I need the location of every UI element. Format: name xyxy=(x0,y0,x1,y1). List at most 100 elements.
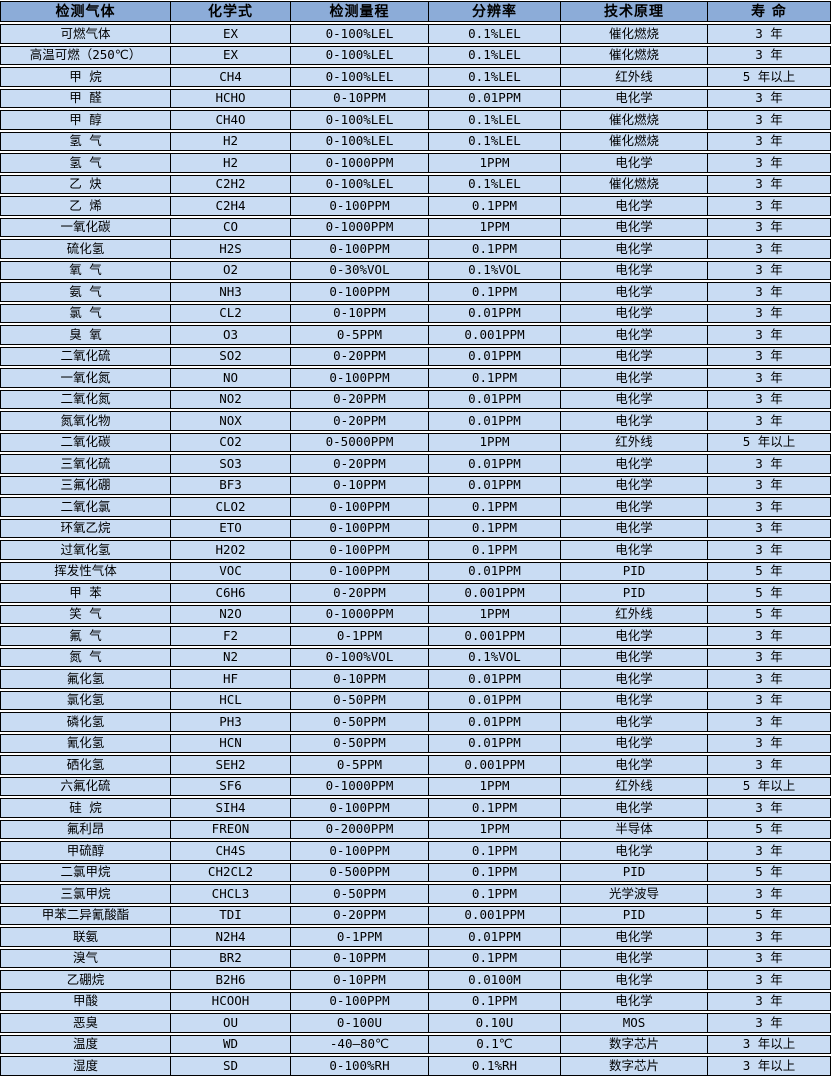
cell-gas-name: 笑 气 xyxy=(69,606,102,621)
cell-gas-name: 甲苯二异氰酸酯 xyxy=(41,907,130,922)
cell-lifespan: 3 年 xyxy=(707,240,830,258)
cell-lifespan: 5 年以上 xyxy=(707,777,830,795)
cell-lifespan: 3 年 xyxy=(707,670,830,688)
cell-resolution: 0.1PPM xyxy=(428,885,560,903)
cell-lifespan: 5 年以上 xyxy=(707,68,830,86)
cell-detection-range: 0-100PPM xyxy=(290,992,428,1010)
cell-chemical-formula: VOC xyxy=(170,562,290,580)
cell-resolution: 0.01PPM xyxy=(428,89,560,107)
cell-tech-principle: 电化学 xyxy=(560,283,707,301)
table-row: 六氟化硫 SF6 0-1000PPM 1PPM 红外线 5 年以上 xyxy=(0,776,831,796)
cell-resolution: 0.0100M xyxy=(428,971,560,989)
cell-resolution: 1PPM xyxy=(428,820,560,838)
cell-lifespan: 3 年 xyxy=(707,455,830,473)
cell-resolution: 0.001PPM xyxy=(428,906,560,924)
column-header-1: 化学式 xyxy=(170,2,290,21)
cell-lifespan: 3 年 xyxy=(707,111,830,129)
cell-resolution: 1PPM xyxy=(428,605,560,623)
cell-gas-name: 甲硫醇 xyxy=(66,842,105,858)
cell-gas-name: 氮氧化物 xyxy=(60,412,111,428)
cell-tech-principle: PID xyxy=(560,562,707,580)
cell-tech-principle: 电化学 xyxy=(560,89,707,107)
cell-chemical-formula: N2O xyxy=(170,605,290,623)
cell-detection-range: 0-100PPM xyxy=(290,240,428,258)
cell-detection-range: 0-5PPM xyxy=(290,326,428,344)
table-row: 高温可燃（250℃） EX 0-100%LEL 0.1%LEL 催化燃烧 3 年 xyxy=(0,45,831,65)
cell-detection-range: 0-50PPM xyxy=(290,691,428,709)
table-row: 甲 醛 HCHO 0-10PPM 0.01PPM 电化学 3 年 xyxy=(0,88,831,108)
cell-chemical-formula: CH4 xyxy=(170,68,290,86)
cell-resolution: 0.1%VOL xyxy=(428,648,560,666)
cell-detection-range: 0-100%LEL xyxy=(290,175,428,193)
cell-gas-name: 高温可燃（250℃） xyxy=(29,47,142,62)
cell-tech-principle: 数字芯片 xyxy=(560,1057,707,1075)
table-row: 可燃气体 EX 0-100%LEL 0.1%LEL 催化燃烧 3 年 xyxy=(0,24,831,44)
cell-chemical-formula: EX xyxy=(170,25,290,43)
cell-chemical-formula: BR2 xyxy=(170,949,290,967)
cell-lifespan: 3 年 xyxy=(707,928,830,946)
cell-lifespan: 3 年 xyxy=(707,541,830,559)
cell-tech-principle: 电化学 xyxy=(560,455,707,473)
cell-lifespan: 5 年 xyxy=(707,906,830,924)
cell-chemical-formula: HCHO xyxy=(170,89,290,107)
table-row: 氟化氢 HF 0-10PPM 0.01PPM 电化学 3 年 xyxy=(0,669,831,689)
cell-lifespan: 3 年 xyxy=(707,691,830,709)
cell-lifespan: 3 年 xyxy=(707,885,830,903)
cell-lifespan: 5 年 xyxy=(707,562,830,580)
cell-resolution: 0.10U xyxy=(428,1014,560,1032)
cell-lifespan: 3 年 xyxy=(707,154,830,172)
cell-lifespan: 3 年 xyxy=(707,283,830,301)
table-row: 甲 醇 CH4O 0-100%LEL 0.1%LEL 催化燃烧 3 年 xyxy=(0,110,831,130)
table-row: 氟利昂 FREON 0-2000PPM 1PPM 半导体 5 年 xyxy=(0,819,831,839)
cell-tech-principle: 半导体 xyxy=(560,820,707,838)
cell-resolution: 0.1PPM xyxy=(428,197,560,215)
cell-resolution: 0.01PPM xyxy=(428,670,560,688)
cell-detection-range: 0-10PPM xyxy=(290,476,428,494)
table-row: 甲 苯 C6H6 0-20PPM 0.001PPM PID 5 年 xyxy=(0,583,831,603)
cell-tech-principle: 电化学 xyxy=(560,369,707,387)
cell-lifespan: 3 年以上 xyxy=(707,1057,830,1075)
cell-lifespan: 3 年 xyxy=(707,326,830,344)
cell-lifespan: 3 年 xyxy=(707,412,830,430)
cell-detection-range: 0-1PPM xyxy=(290,928,428,946)
cell-gas-name: 氧 气 xyxy=(69,262,102,277)
cell-tech-principle: 催化燃烧 xyxy=(560,132,707,150)
cell-tech-principle: PID xyxy=(560,863,707,881)
cell-tech-principle: 电化学 xyxy=(560,670,707,688)
cell-gas-name: 氟利昂 xyxy=(66,821,105,836)
cell-tech-principle: 电化学 xyxy=(560,498,707,516)
cell-gas-name: 乙硼烷 xyxy=(66,971,105,987)
cell-detection-range: 0-10PPM xyxy=(290,971,428,989)
cell-chemical-formula: BF3 xyxy=(170,476,290,494)
cell-lifespan: 3 年 xyxy=(707,347,830,365)
cell-tech-principle: 电化学 xyxy=(560,799,707,817)
cell-chemical-formula: HCL xyxy=(170,691,290,709)
cell-lifespan: 3 年 xyxy=(707,175,830,193)
cell-chemical-formula: CH2CL2 xyxy=(170,863,290,881)
cell-detection-range: 0-100PPM xyxy=(290,541,428,559)
cell-chemical-formula: HCN xyxy=(170,734,290,752)
cell-tech-principle: MOS xyxy=(560,1014,707,1032)
cell-gas-name: 二氯甲烷 xyxy=(60,864,111,879)
cell-resolution: 0.1PPM xyxy=(428,519,560,537)
cell-detection-range: 0-100PPM xyxy=(290,799,428,817)
cell-gas-name: 一氧化碳 xyxy=(60,219,111,234)
cell-gas-name: 硅 烷 xyxy=(69,799,102,815)
cell-tech-principle: 电化学 xyxy=(560,756,707,774)
cell-tech-principle: 电化学 xyxy=(560,734,707,752)
cell-resolution: 0.1PPM xyxy=(428,541,560,559)
cell-detection-range: 0-50PPM xyxy=(290,713,428,731)
cell-resolution: 0.1PPM xyxy=(428,799,560,817)
cell-gas-name: 氯化氢 xyxy=(66,692,105,707)
cell-resolution: 0.1%LEL xyxy=(428,111,560,129)
cell-tech-principle: 电化学 xyxy=(560,154,707,172)
cell-tech-principle: 红外线 xyxy=(560,68,707,86)
table-row: 二氯甲烷 CH2CL2 0-500PPM 0.1PPM PID 5 年 xyxy=(0,862,831,882)
table-row: 氢 气 H2 0-100%LEL 0.1%LEL 催化燃烧 3 年 xyxy=(0,131,831,151)
cell-lifespan: 3 年 xyxy=(707,89,830,107)
table-row: 三氟化硼 BF3 0-10PPM 0.01PPM 电化学 3 年 xyxy=(0,475,831,495)
cell-tech-principle: 数字芯片 xyxy=(560,1035,707,1053)
cell-chemical-formula: NOX xyxy=(170,412,290,430)
cell-tech-principle: 电化学 xyxy=(560,842,707,860)
cell-gas-name: 氢 气 xyxy=(69,133,102,148)
